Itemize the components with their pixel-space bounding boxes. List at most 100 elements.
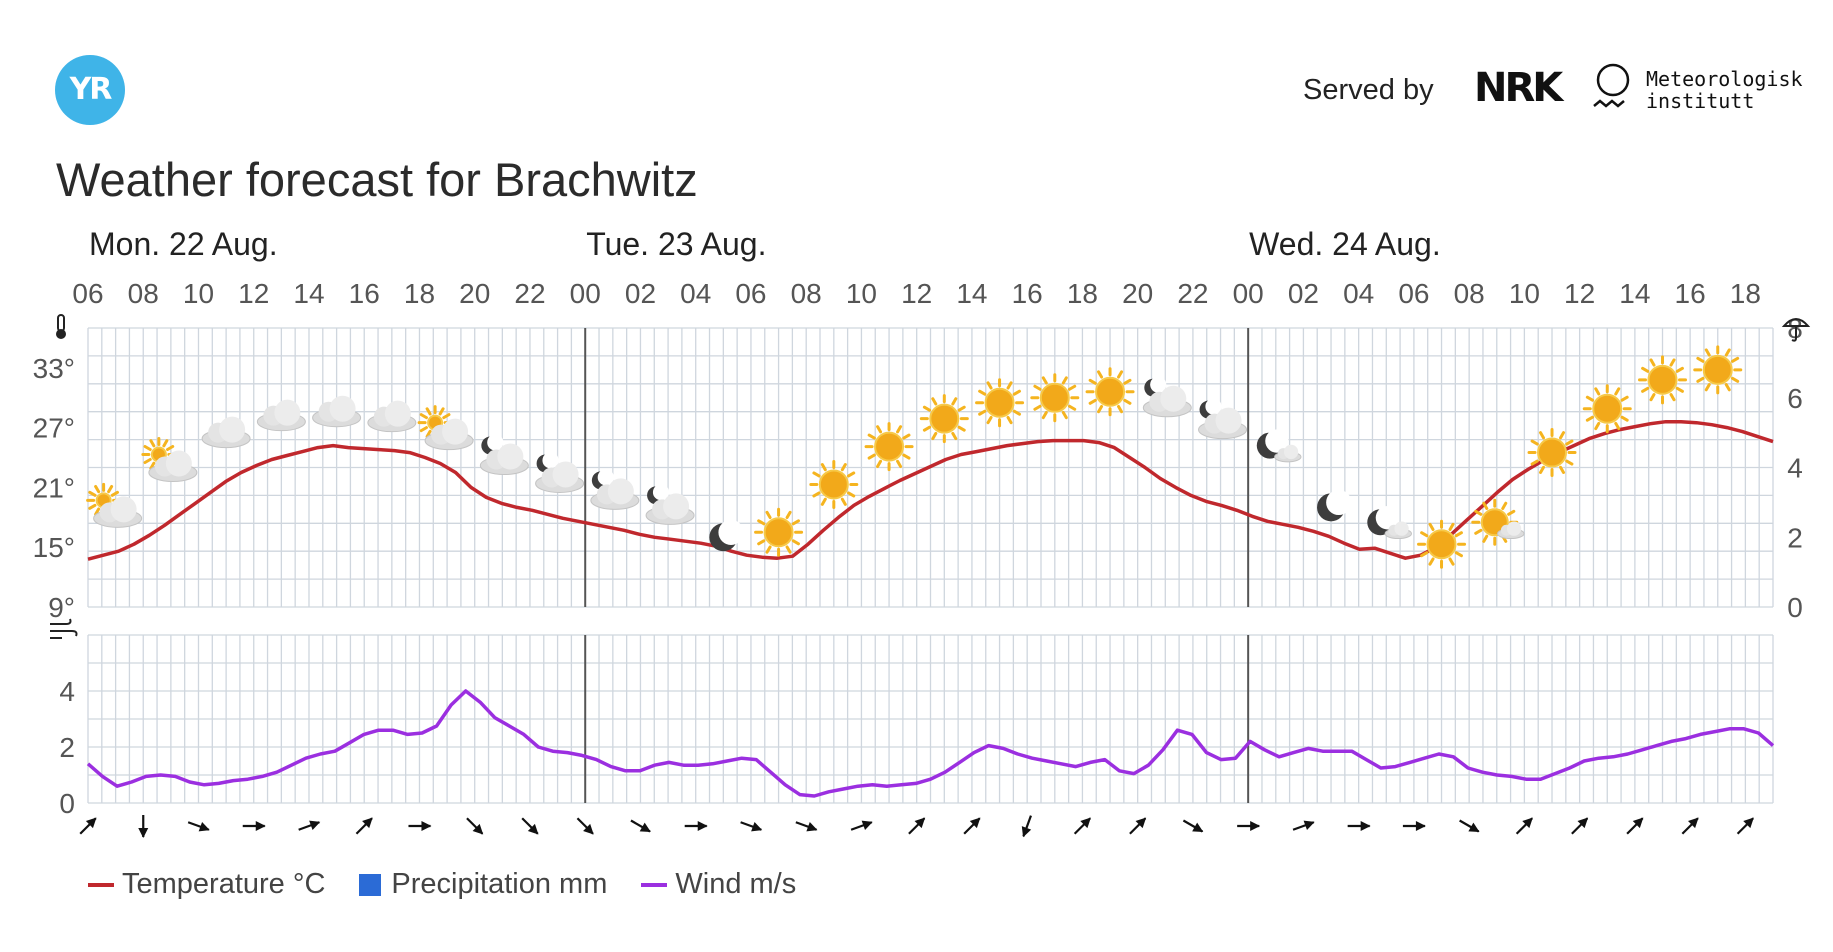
day-label: Tue. 23 Aug.: [586, 226, 766, 262]
hour-tick-label: 10: [1509, 278, 1540, 309]
hour-tick-label: 12: [901, 278, 932, 309]
sun-ray: [1428, 557, 1435, 566]
clear-sky-day-icon: [1417, 519, 1467, 569]
sun-ray: [867, 433, 876, 440]
sun-ray: [1675, 366, 1684, 373]
hour-tick-label: 02: [1288, 278, 1319, 309]
wind-arrow: [1681, 817, 1699, 835]
wind-arrow: [963, 817, 981, 835]
page-title: Weather forecast for Brachwitz: [56, 153, 698, 206]
sun-ray: [1565, 459, 1574, 466]
cloud-puff: [497, 443, 524, 470]
sun-ray: [957, 425, 966, 432]
sun-ray: [867, 453, 876, 460]
sun-ray: [1454, 551, 1463, 558]
sun-ray: [425, 429, 432, 438]
sun-ray: [1585, 415, 1595, 422]
sun-ray: [1474, 528, 1483, 535]
clear-sky-day-icon: [1085, 367, 1135, 417]
day-label: Mon. 22 Aug.: [89, 226, 278, 262]
wind-arrow: [521, 817, 539, 835]
sun-disc: [1647, 364, 1678, 395]
sun-disc: [1039, 382, 1070, 413]
sun-ray: [1088, 378, 1097, 385]
hour-tick-label: 22: [514, 278, 545, 309]
sun-ray: [1585, 395, 1595, 402]
wind-arrow: [630, 819, 651, 833]
temperature-tick-label: 21°: [33, 472, 75, 503]
sun-ray: [1649, 358, 1656, 367]
wind-arrow-head: [1192, 822, 1204, 832]
sun-ray: [1669, 393, 1676, 402]
sun-ray: [1641, 366, 1650, 373]
hour-tick-label: 02: [625, 278, 656, 309]
wind-arrow: [908, 817, 926, 835]
wind-tick-label: 0: [59, 788, 75, 819]
sun-ray: [94, 484, 101, 494]
sun-ray: [1501, 501, 1508, 510]
wind-arrow-head: [1021, 826, 1032, 838]
met-institute-logo[interactable]: Meteorologisk institutt: [1646, 68, 1803, 112]
sun-ray: [1041, 410, 1048, 420]
sun-ray: [791, 539, 800, 546]
temperature-tick-label: 15°: [33, 532, 75, 563]
sun-ray: [812, 491, 821, 498]
temperature-line: [87, 419, 1774, 561]
sun-ray: [896, 459, 903, 468]
sun-ray: [1559, 431, 1566, 440]
sun-ray: [1696, 356, 1705, 363]
sun-ray: [931, 397, 938, 406]
sun-ray: [1088, 398, 1097, 405]
clear-sky-day-icon: [864, 422, 914, 472]
wind-arrow: [1182, 819, 1204, 833]
sun-ray: [840, 497, 847, 506]
sun-ray: [1454, 531, 1463, 538]
wind-arrow: [576, 817, 594, 835]
sun-ray: [1724, 383, 1731, 392]
cloud-puff: [274, 399, 301, 426]
sun-disc: [1095, 376, 1126, 407]
wind-arrow-head: [309, 820, 321, 831]
legend-temperature[interactable]: Temperature °C: [88, 868, 325, 901]
thermometer-stem: [57, 314, 65, 332]
precipitation-tick-label: 0: [1787, 592, 1803, 623]
sun-ray: [847, 491, 856, 498]
hour-tick-label: 20: [1122, 278, 1153, 309]
sun-ray: [149, 439, 156, 448]
sun-ray: [1068, 404, 1077, 411]
sun-ray: [1614, 421, 1621, 431]
cloud-puff: [607, 478, 634, 505]
legend-precipitation[interactable]: Precipitation mm: [359, 868, 607, 901]
wind-arrow-head: [138, 828, 149, 838]
day-label: Wed. 24 Aug.: [1249, 226, 1441, 262]
moon-cut: [542, 452, 559, 469]
nrk-logo[interactable]: NRK: [1474, 65, 1563, 111]
sun-ray: [442, 413, 451, 420]
sun-ray: [1539, 465, 1546, 474]
wind-arrow-head: [697, 821, 708, 831]
wind-arrow: [408, 821, 432, 831]
moon-cut: [597, 469, 614, 486]
moon-cut: [652, 484, 670, 501]
sun-ray: [1669, 358, 1676, 367]
sun-ray: [1097, 370, 1104, 379]
sun-ray: [1041, 376, 1048, 385]
precipitation-tick-label: 6: [1787, 383, 1803, 414]
partly-cloudy-day-icon: [141, 437, 198, 483]
hour-tick-label: 22: [1177, 278, 1208, 309]
wind-arrow-head: [861, 820, 873, 831]
sun-ray: [757, 539, 766, 546]
clear-sky-day-icon: [1693, 345, 1743, 395]
cloud-puff: [1394, 521, 1409, 536]
sun-ray: [1620, 415, 1629, 422]
met-name-line1: Meteorologisk: [1646, 67, 1803, 91]
cloudy-icon: [201, 416, 251, 449]
yr-logo[interactable]: YR: [55, 55, 125, 125]
sun-ray: [757, 519, 766, 526]
hour-tick-label: 16: [349, 278, 380, 309]
wind-arrow-head: [1360, 821, 1371, 831]
sun-ray: [107, 484, 114, 494]
clear-sky-day-icon: [809, 459, 859, 509]
legend-wind[interactable]: Wind m/s: [641, 868, 796, 901]
sun-ray: [820, 497, 827, 506]
